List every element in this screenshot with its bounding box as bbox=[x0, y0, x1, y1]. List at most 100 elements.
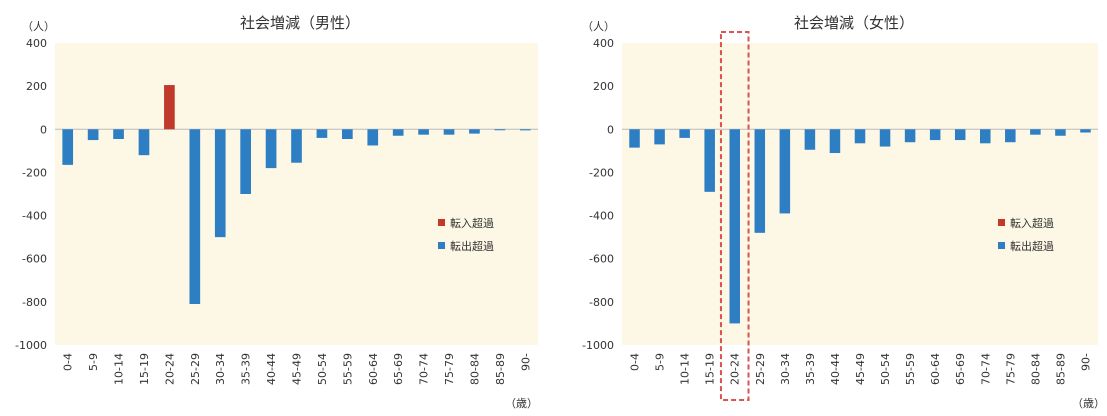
x-tick-label: 45-49 bbox=[854, 353, 867, 385]
bar-45-49 bbox=[291, 129, 302, 163]
chart-panel-female: 社会増減（女性） （人） （歳） 400 200 0 -200 -400 -600 -800… bbox=[554, 0, 1107, 416]
y-tick-label: 200 bbox=[593, 80, 614, 93]
bar-75-79 bbox=[443, 129, 455, 135]
x-tick-label: 5-9 bbox=[654, 353, 667, 371]
y-unit-label: （人） bbox=[582, 20, 615, 33]
x-tick-label: 55-59 bbox=[341, 353, 354, 385]
bar-50-54 bbox=[316, 129, 328, 138]
x-tick-label: 10-14 bbox=[113, 353, 126, 385]
bar-70-74 bbox=[980, 129, 991, 144]
plot-area bbox=[622, 43, 1098, 345]
y-tick-label: -600 bbox=[589, 253, 614, 266]
x-tick-label: 80-84 bbox=[1029, 353, 1042, 385]
x-tick-label: 65-69 bbox=[392, 353, 405, 385]
x-tick-label: 65-69 bbox=[954, 353, 967, 385]
bar-25-29 bbox=[754, 129, 766, 233]
x-tick-label: 50-54 bbox=[879, 353, 892, 385]
bar-60-64 bbox=[929, 129, 941, 141]
bar-25-29 bbox=[189, 129, 201, 305]
bar-5-9 bbox=[87, 129, 99, 141]
chart-title: 社会増減（女性） bbox=[794, 14, 914, 32]
y-tick-label: -400 bbox=[22, 210, 47, 223]
bar-55-59 bbox=[342, 129, 353, 139]
highlight-box bbox=[719, 31, 750, 401]
y-tick-label: 400 bbox=[593, 37, 614, 50]
chart-female: 社会増減（女性） （人） （歳） 400 200 0 -200 -400 -600 -800… bbox=[582, 14, 1105, 410]
bar-35-39 bbox=[804, 129, 816, 150]
bar-65-69 bbox=[392, 129, 404, 136]
bar-40-44 bbox=[829, 129, 841, 154]
bar-15-19 bbox=[704, 129, 715, 192]
y-unit-label: （人） bbox=[22, 20, 55, 33]
legend-swatch-out bbox=[998, 242, 1005, 249]
legend-label-in: 転入超過 bbox=[1010, 216, 1054, 230]
bar-60-64 bbox=[367, 129, 379, 146]
x-tick-label: 35-39 bbox=[804, 353, 817, 385]
x-tick-label: 90- bbox=[1079, 353, 1092, 371]
y-tick-label: -800 bbox=[22, 296, 47, 309]
bar-35-39 bbox=[240, 129, 251, 194]
bar-15-19 bbox=[138, 129, 150, 156]
bar-85-89 bbox=[494, 129, 506, 131]
bar-65-69 bbox=[954, 129, 966, 141]
y-tick-label: -800 bbox=[589, 296, 614, 309]
y-tick-label: 400 bbox=[26, 37, 47, 50]
bar-80-84 bbox=[1030, 129, 1041, 135]
legend-swatch-in bbox=[438, 219, 445, 226]
y-tick-label: -1000 bbox=[15, 339, 47, 352]
bar-0-4 bbox=[629, 129, 640, 148]
x-tick-label: 75-79 bbox=[443, 353, 456, 385]
legend-swatch-out bbox=[438, 242, 445, 249]
x-tick-label: 70-74 bbox=[418, 353, 431, 385]
legend-label-out: 転出超過 bbox=[450, 239, 494, 253]
bar-90- bbox=[1080, 129, 1091, 133]
x-tick-label: 75-79 bbox=[1004, 353, 1017, 385]
bar-75-79 bbox=[1005, 129, 1016, 143]
legend-label-in: 転入超過 bbox=[450, 216, 494, 230]
chart-panel-male: 社会増減（男性） （人） （歳） 400 200 0 -200 -400 -600 -800… bbox=[0, 0, 553, 416]
bar-50-54 bbox=[879, 129, 891, 147]
x-unit-label: （歳） bbox=[505, 397, 538, 410]
x-tick-label: 15-19 bbox=[704, 353, 717, 385]
y-tick-label: -400 bbox=[589, 210, 614, 223]
x-tick-label: 40-44 bbox=[829, 353, 842, 385]
x-tick-label: 30-34 bbox=[779, 353, 792, 385]
x-tick-label: 20-24 bbox=[163, 353, 176, 385]
x-tick-label: 55-59 bbox=[904, 353, 917, 385]
x-tick-label: 45-49 bbox=[291, 353, 304, 385]
y-tick-label: 200 bbox=[26, 80, 47, 93]
legend-label-out: 転出超過 bbox=[1010, 239, 1054, 253]
x-tick-label: 25-29 bbox=[189, 353, 202, 385]
x-tick-label: 15-19 bbox=[138, 353, 151, 385]
bar-40-44 bbox=[265, 129, 277, 169]
bar-5-9 bbox=[654, 129, 665, 145]
x-tick-label: 5-9 bbox=[87, 353, 100, 371]
bar-90- bbox=[519, 129, 531, 131]
bar-30-34 bbox=[779, 129, 791, 214]
x-tick-label: 50-54 bbox=[316, 353, 329, 385]
plot-area bbox=[55, 43, 538, 345]
bar-45-49 bbox=[854, 129, 866, 144]
bar-55-59 bbox=[904, 129, 916, 143]
x-tick-label: 10-14 bbox=[679, 353, 692, 385]
y-tick-label: 0 bbox=[40, 123, 47, 136]
y-tick-label: 0 bbox=[607, 123, 614, 136]
chart-title: 社会増減（男性） bbox=[240, 14, 360, 32]
x-tick-label: 25-29 bbox=[754, 353, 767, 385]
x-tick-label: 40-44 bbox=[265, 353, 278, 385]
bar-20-24 bbox=[164, 85, 175, 130]
bar-0-4 bbox=[62, 129, 74, 165]
bar-80-84 bbox=[469, 129, 480, 134]
x-tick-label: 0-4 bbox=[62, 353, 75, 371]
y-tick-label: -1000 bbox=[582, 339, 614, 352]
y-tick-label: -200 bbox=[22, 166, 47, 179]
x-tick-label: 30-34 bbox=[214, 353, 227, 385]
chart-male: 社会増減（男性） （人） （歳） 400 200 0 -200 -400 -600 -800… bbox=[15, 14, 538, 410]
x-tick-label: 0-4 bbox=[629, 353, 642, 371]
bar-85-89 bbox=[1055, 129, 1066, 136]
bar-10-14 bbox=[679, 129, 690, 138]
bar-30-34 bbox=[214, 129, 226, 238]
x-tick-label: 60-64 bbox=[367, 353, 380, 385]
x-tick-label: 80-84 bbox=[468, 353, 481, 385]
bar-20-24 bbox=[729, 129, 740, 324]
